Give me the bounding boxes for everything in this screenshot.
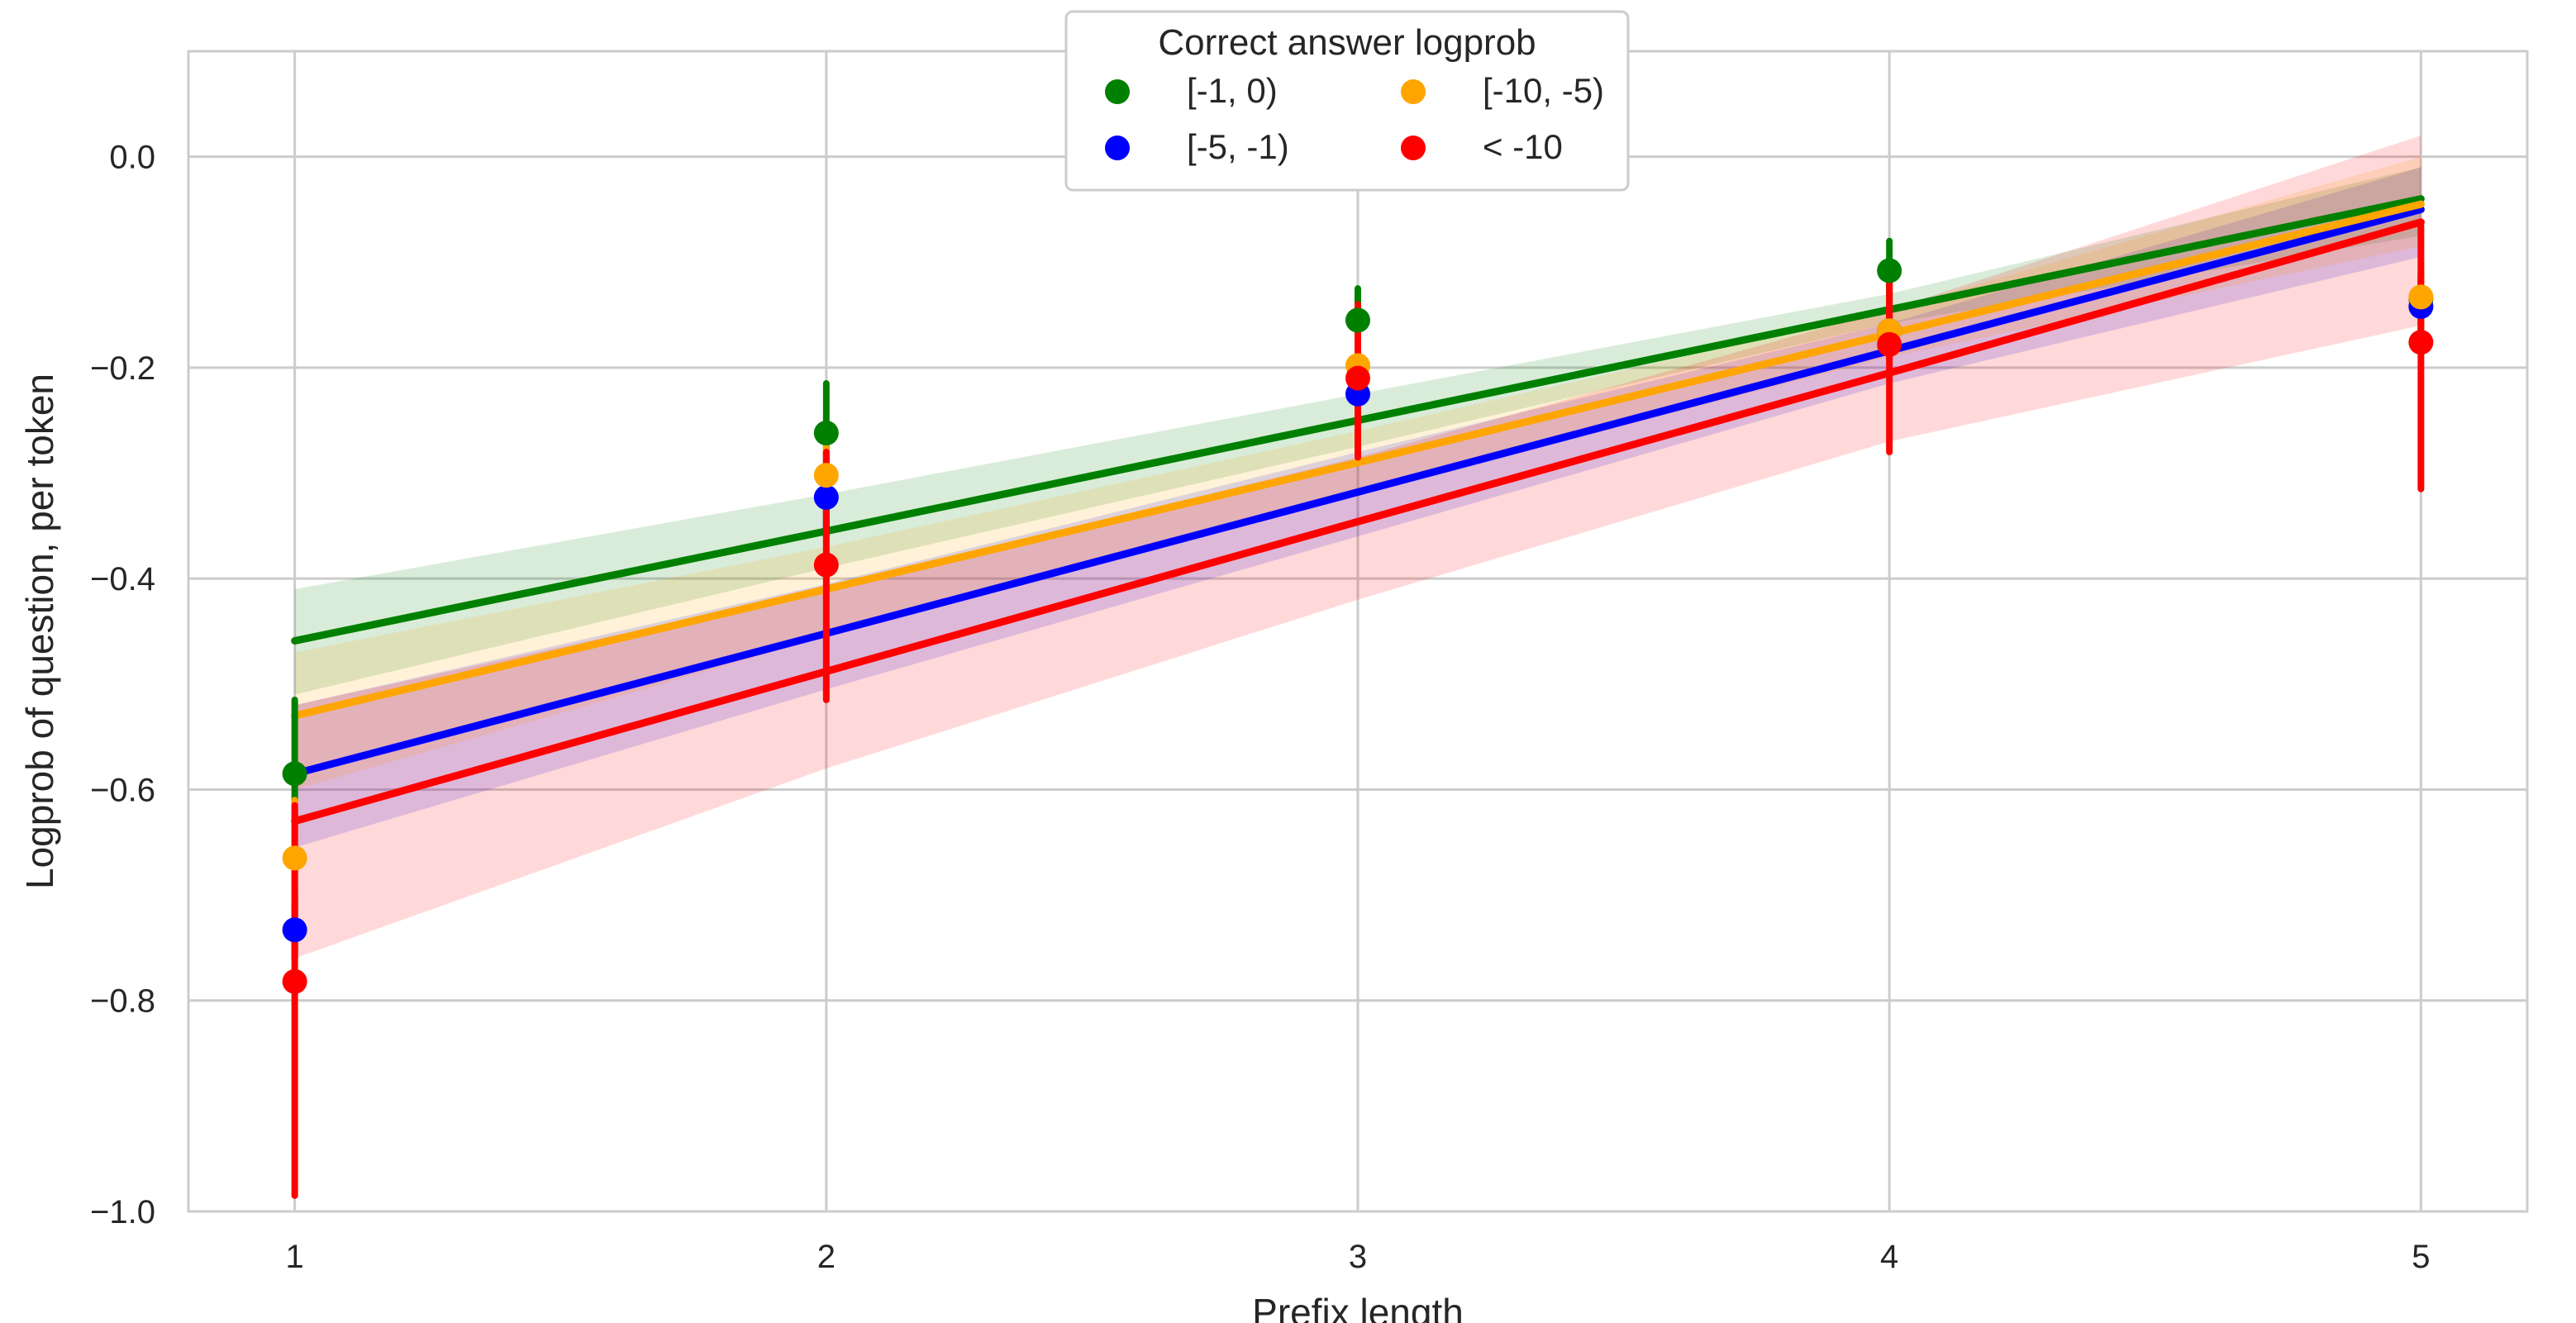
data-point	[282, 917, 307, 943]
y-tick-label: −0.2	[90, 350, 155, 387]
data-point	[813, 463, 839, 488]
y-tick-label: −1.0	[90, 1194, 155, 1230]
legend-entries: [-1, 0) [-5, -1) [-10, -5) < -10	[1105, 71, 1604, 166]
data-point	[282, 968, 307, 994]
legend-title: Correct answer logprob	[1158, 22, 1536, 63]
y-tick-label: 0.0	[109, 140, 155, 176]
data-point	[1345, 365, 1370, 391]
data-point	[1877, 258, 1902, 283]
data-point	[813, 552, 839, 578]
legend-box	[1064, 10, 1630, 192]
data-point	[813, 421, 839, 446]
data-point	[282, 845, 307, 871]
x-tick-label: 3	[1349, 1239, 1367, 1275]
data-point	[2408, 284, 2434, 310]
data-point	[1345, 307, 1370, 333]
legend-marker	[1105, 79, 1130, 104]
regression-line	[291, 200, 2425, 720]
x-tick-label: 4	[1880, 1239, 1898, 1275]
data-point	[1877, 331, 1902, 357]
regression-line	[291, 218, 2425, 826]
data-point	[2408, 330, 2434, 355]
legend-marker	[1401, 136, 1426, 160]
legend-label: [-5, -1)	[1187, 127, 1289, 166]
legend-label: [-10, -5)	[1483, 71, 1604, 110]
legend: Correct answer logprob [-1, 0)[-5, -1)[-…	[1064, 10, 1630, 192]
legend-label: < -10	[1483, 127, 1563, 166]
y-tick-label: −0.4	[90, 561, 155, 597]
x-tick-label: 2	[817, 1239, 836, 1275]
x-axis-label: Prefix length	[1252, 1291, 1464, 1323]
tick-labels: 1 2 3 4 5 0.0 −0.2 −0.4 −0.6 −0.8 −1.0	[90, 140, 2430, 1275]
y-tick-label: −0.8	[90, 983, 155, 1020]
legend-marker	[1105, 136, 1130, 160]
data-points	[282, 258, 2434, 994]
data-point	[813, 484, 839, 510]
legend-marker	[1401, 79, 1426, 104]
x-tick-label: 1	[286, 1239, 304, 1275]
x-tick-label: 5	[2412, 1239, 2430, 1275]
regression-line	[291, 205, 2425, 778]
y-tick-label: −0.6	[90, 772, 155, 808]
y-axis-label: Logprob of question, per token	[18, 374, 61, 889]
data-point	[282, 761, 307, 787]
legend-label: [-1, 0)	[1187, 71, 1278, 110]
